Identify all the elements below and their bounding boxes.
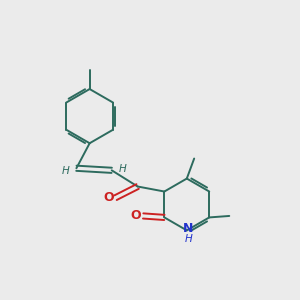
Text: O: O — [103, 191, 113, 204]
Text: O: O — [130, 209, 141, 222]
Text: H: H — [119, 164, 127, 174]
Text: H: H — [61, 166, 69, 176]
Text: H: H — [184, 234, 192, 244]
Text: N: N — [183, 221, 194, 235]
